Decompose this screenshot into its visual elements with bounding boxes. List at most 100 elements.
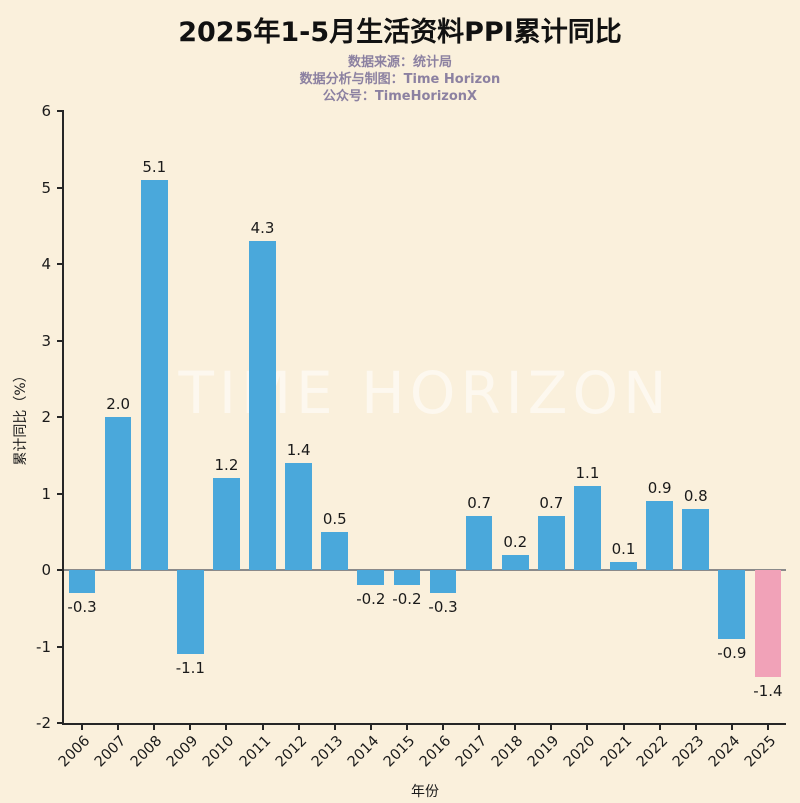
x-tick-label: 2014 <box>344 733 383 771</box>
y-tick-mark <box>57 110 64 112</box>
x-tick-mark <box>261 723 264 730</box>
x-tick-label: 2015 <box>380 733 419 771</box>
bar-2009 <box>176 570 204 655</box>
x-tick-label: 2011 <box>236 733 274 771</box>
y-tick-label: 1 <box>41 484 51 503</box>
bar-2016 <box>429 570 457 593</box>
bar-2020 <box>574 485 601 570</box>
x-tick-label: 2007 <box>92 733 130 771</box>
y-tick-label: -1 <box>36 637 51 656</box>
subtitle-account: 公众号：TimeHorizonX <box>322 89 478 104</box>
x-tick-mark <box>369 723 372 730</box>
x-tick-label: 2019 <box>525 733 563 771</box>
x-tick-mark <box>189 723 192 730</box>
x-tick-mark <box>550 723 553 730</box>
y-tick-mark <box>57 186 64 189</box>
bar-2015 <box>393 570 421 586</box>
bar-value-label: 2.0 <box>106 395 131 413</box>
bar-2018 <box>501 554 529 570</box>
bar-2014 <box>357 570 385 586</box>
x-tick-mark <box>694 723 697 730</box>
figure: TIME HORIZON 累计同比（%） 年份 -2 -1 0 1 2 3 4 5 6 -0.3 2… <box>0 102 800 803</box>
y-tick-mark <box>57 263 64 265</box>
x-tick-mark <box>730 723 733 730</box>
bar-2007 <box>104 417 132 570</box>
chart-subtitles: 数据来源：统计局 数据分析与制图：Time Horizon 公众号：TimeHo… <box>0 54 800 105</box>
bar-value-label: 0.5 <box>322 509 347 528</box>
x-tick-mark <box>297 723 300 730</box>
bar-value-label: -1.1 <box>175 659 205 678</box>
x-tick-label: 2009 <box>164 733 202 771</box>
x-tick-label: 2023 <box>669 733 708 771</box>
bar-value-label: 1.4 <box>286 440 311 459</box>
x-tick-label: 2022 <box>633 733 671 771</box>
bar-value-label: 0.9 <box>647 479 672 498</box>
plot-area: TIME HORIZON 累计同比（%） 年份 -2 -1 0 1 2 3 4 5 6 -0.3 2… <box>13 102 786 800</box>
x-tick-mark <box>81 723 84 730</box>
y-tick-label: 5 <box>41 178 51 197</box>
x-tick-mark <box>622 723 625 730</box>
x-tick-mark <box>514 723 517 730</box>
x-tick-label: 2020 <box>561 733 599 771</box>
bar-2024 <box>718 570 746 639</box>
bar-2013 <box>321 531 349 570</box>
y-tick-mark <box>57 645 64 648</box>
bar-value-label: 0.8 <box>683 486 708 505</box>
x-tick-mark <box>153 723 156 730</box>
bar-value-label: -0.2 <box>392 590 422 609</box>
subtitle-data-source: 数据来源：统计局 <box>347 55 452 70</box>
x-tick-mark <box>766 723 769 730</box>
bar-2019 <box>537 516 565 570</box>
bar-2011 <box>249 241 276 570</box>
bar-2006 <box>68 570 96 593</box>
x-tick-label: 2025 <box>741 733 780 771</box>
x-tick-label: 2012 <box>272 733 310 771</box>
x-tick-mark <box>333 723 336 730</box>
x-tick-mark <box>442 723 445 730</box>
bar-value-label: -1.4 <box>753 682 783 701</box>
y-tick-label: 6 <box>41 102 51 120</box>
y-tick-mark <box>57 722 64 724</box>
x-axis-label: 年份 <box>411 784 439 800</box>
x-tick-mark <box>117 723 120 730</box>
x-tick-label: 2016 <box>416 733 455 771</box>
x-tick-label: 2021 <box>597 733 635 771</box>
y-tick-label: -2 <box>36 714 51 732</box>
bar-value-label: 0.7 <box>539 494 564 513</box>
bar-2023 <box>682 508 710 570</box>
watermark-text: TIME HORIZON <box>178 358 672 427</box>
x-tick-mark <box>225 723 228 730</box>
x-tick-label: 2017 <box>453 733 491 771</box>
bar-value-label: -0.3 <box>428 597 458 616</box>
bar-2010 <box>213 478 240 570</box>
zero-baseline <box>64 569 786 571</box>
bar-value-label: 4.3 <box>250 219 275 238</box>
subtitle-author: 数据分析与制图：Time Horizon <box>299 72 501 87</box>
y-axis-label: 累计同比（%） <box>13 368 29 466</box>
y-tick-label: 3 <box>41 331 51 350</box>
bar-2022 <box>646 501 673 570</box>
bar-value-label: 0.1 <box>611 540 636 559</box>
bar-2008 <box>140 179 168 570</box>
y-tick-mark <box>57 416 64 418</box>
bar-2021 <box>610 562 637 570</box>
bar-value-label: -0.9 <box>717 643 747 662</box>
y-tick-label: 0 <box>41 561 51 579</box>
x-tick-label: 2008 <box>128 733 166 771</box>
bar-2017 <box>465 516 493 570</box>
bar-value-label: 1.2 <box>214 456 239 475</box>
bar-value-label: 0.2 <box>503 532 528 551</box>
bar-value-label: 1.1 <box>575 463 600 482</box>
x-tick-mark <box>478 723 481 730</box>
x-tick-label: 2018 <box>489 733 527 771</box>
bar-value-label: 5.1 <box>142 157 167 176</box>
x-tick-label: 2013 <box>308 733 347 771</box>
x-tick-mark <box>658 723 661 730</box>
bar-value-label: 0.7 <box>467 494 492 513</box>
y-tick-mark <box>57 492 64 495</box>
bar-value-label: -0.2 <box>356 590 386 609</box>
x-tick-mark <box>586 723 589 730</box>
y-tick-label: 4 <box>41 255 51 273</box>
chart-title: 2025年1-5月生活资料PPI累计同比 <box>178 17 622 48</box>
